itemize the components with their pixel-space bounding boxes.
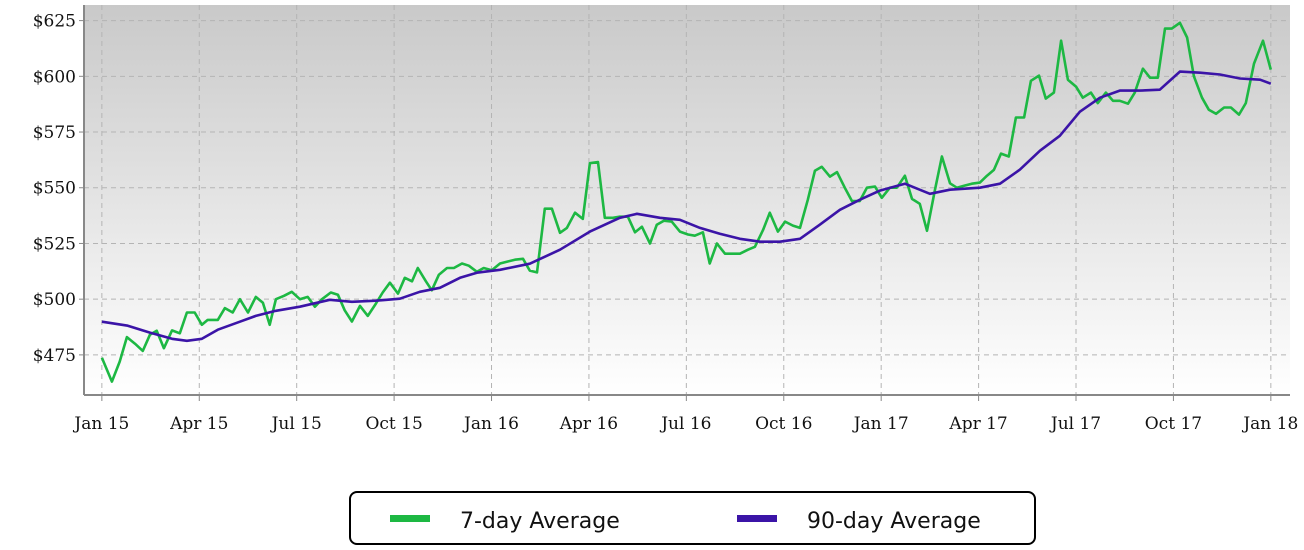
x-tick-label: Jan 15 [72, 414, 129, 434]
x-tick-label: Oct 17 [1145, 414, 1202, 434]
grid [84, 5, 1290, 395]
x-tick-label: Apr 17 [948, 414, 1007, 434]
x-tick-label: Jul 17 [1049, 414, 1101, 434]
legend-box [349, 491, 1036, 545]
y-tick-label: $600 [33, 67, 76, 87]
series-line [100, 21, 1273, 383]
legend: 7-day Average 90-day Average [349, 491, 1036, 545]
plot-area [84, 5, 1290, 395]
legend-swatch [737, 515, 777, 522]
x-tick-label: Jan 18 [1241, 414, 1298, 434]
x-tick-label: Jul 16 [659, 414, 711, 434]
x-tick-label: Jan 16 [462, 414, 519, 434]
tick-labels: $475 $500 $525 $550 $575 $600 $625 Jan 15 Apr 15… [33, 12, 1299, 434]
x-tick-label: Apr 15 [169, 414, 228, 434]
legend-label: 7-day Average [460, 509, 620, 534]
y-tick-label: $525 [33, 234, 76, 254]
y-tick-label: $575 [33, 123, 76, 143]
x-tick-label: Jan 17 [852, 414, 909, 434]
y-tick-label: $475 [33, 346, 76, 366]
y-tick-label: $500 [33, 290, 76, 310]
lines [100, 21, 1273, 383]
series-line [101, 70, 1272, 343]
x-tick-label: Jul 15 [270, 414, 322, 434]
x-tick-label: Apr 16 [559, 414, 618, 434]
x-tick-label: Oct 16 [755, 414, 812, 434]
legend-label: 90-day Average [807, 509, 981, 534]
x-tick-label: Oct 15 [365, 414, 422, 434]
y-tick-label: $625 [33, 12, 76, 32]
y-tick-label: $550 [33, 179, 76, 199]
legend-swatch [390, 515, 430, 522]
